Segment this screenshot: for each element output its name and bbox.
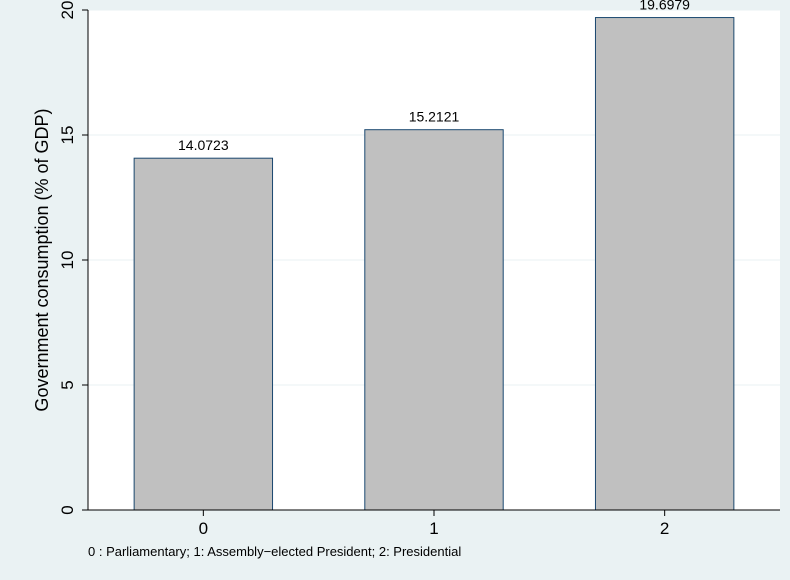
bar-1 bbox=[365, 130, 503, 510]
x-tick-label-0: 0 bbox=[199, 519, 208, 538]
y-tick-label-3: 15 bbox=[58, 126, 77, 145]
y-tick-label-4: 20 bbox=[58, 1, 77, 20]
bar-2 bbox=[595, 18, 733, 510]
x-tick-label-2: 2 bbox=[660, 519, 669, 538]
y-tick-label-0: 0 bbox=[58, 505, 77, 514]
chart-note: 0 : Parliamentary; 1: Assembly−elected P… bbox=[88, 544, 461, 559]
bar-0 bbox=[134, 158, 272, 510]
y-axis-title: Government consumption (% of GDP) bbox=[32, 108, 52, 411]
data-label-0: 14.0723 bbox=[178, 137, 229, 153]
y-tick-label-2: 10 bbox=[58, 251, 77, 270]
x-axis: 0 1 2 bbox=[88, 510, 780, 538]
data-label-2: 19.6979 bbox=[639, 0, 690, 13]
data-label-1: 15.2121 bbox=[409, 109, 460, 125]
x-tick-label-1: 1 bbox=[429, 519, 438, 538]
y-axis: 0 5 10 15 20 bbox=[58, 1, 88, 515]
y-tick-label-1: 5 bbox=[58, 380, 77, 389]
